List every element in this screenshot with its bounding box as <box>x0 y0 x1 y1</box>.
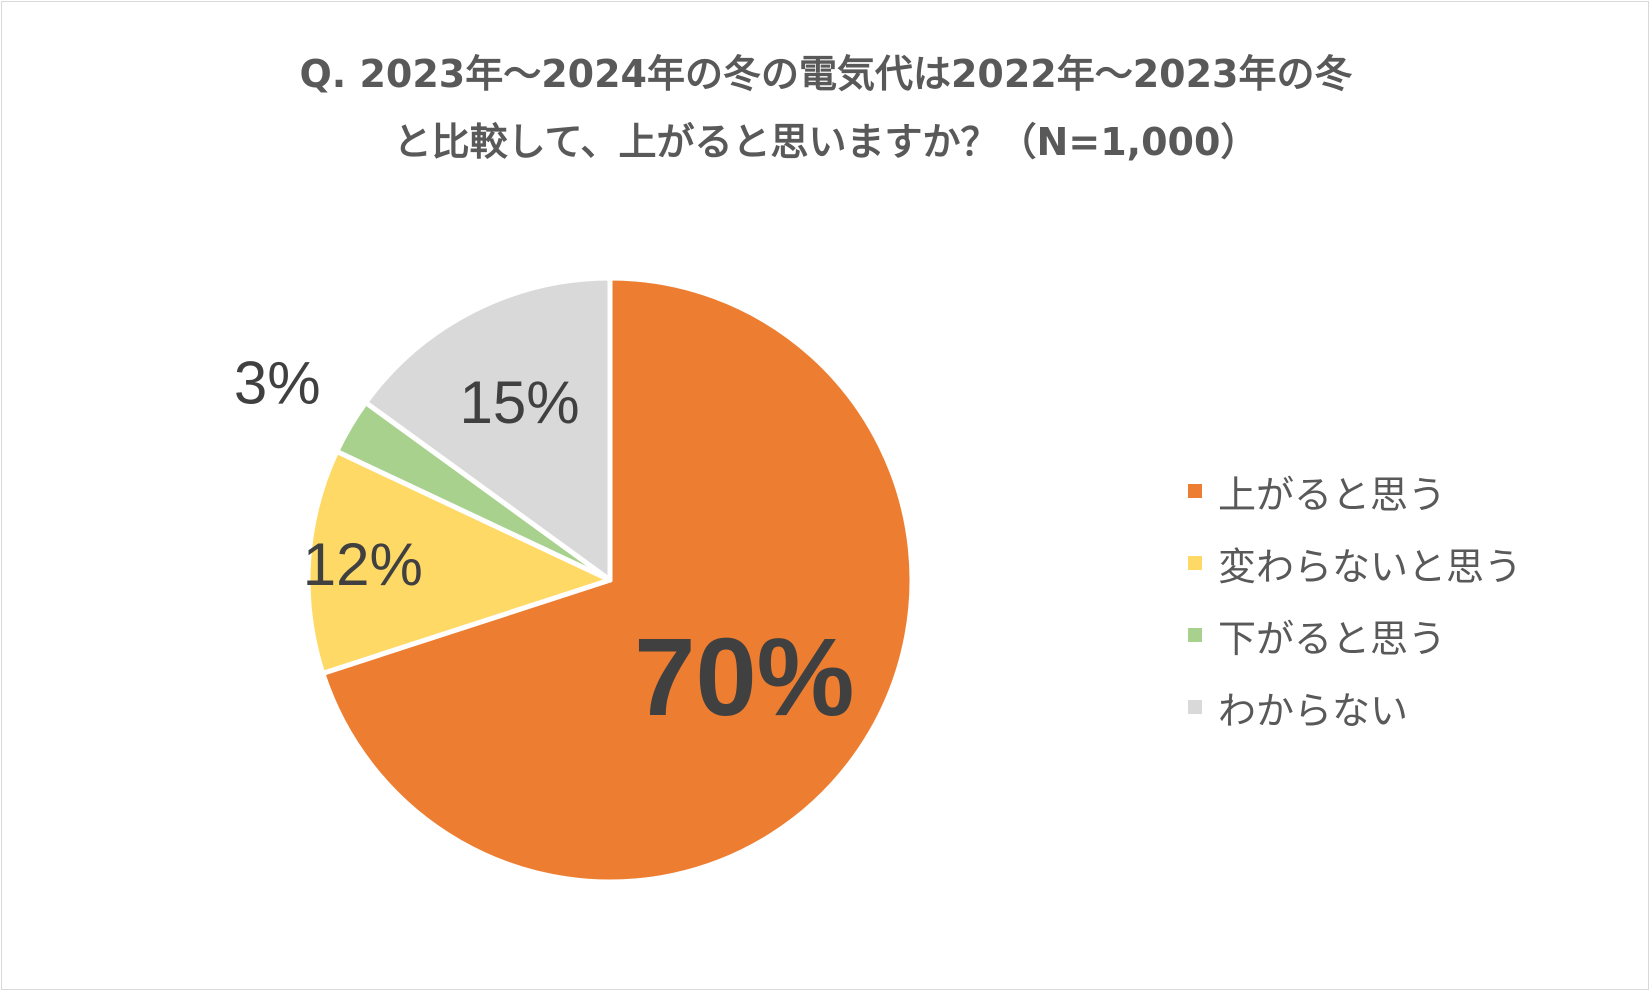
slice-rise <box>320 275 915 885</box>
legend-swatch-same <box>1188 556 1202 570</box>
legend: 上がると思う 変わらないと思う 下がると思う わからない <box>1188 455 1522 743</box>
chart-title: Q. 2023年～2024年の冬の電気代は2022年～2023年の冬 と比較して… <box>0 40 1652 176</box>
slice-unknown <box>363 275 613 583</box>
legend-swatch-fall <box>1188 628 1202 642</box>
legend-label-same: 変わらないと思う <box>1218 544 1523 589</box>
legend-label-fall: 下がると思う <box>1218 616 1447 661</box>
legend-label-rise: 上がると思う <box>1218 472 1447 517</box>
slice-label-unknown: 15% <box>459 369 579 436</box>
slice-same <box>305 448 613 676</box>
legend-item-fall: 下がると思う <box>1188 599 1522 671</box>
legend-item-same: 変わらないと思う <box>1188 527 1522 599</box>
chart-title-line-2: と比較して、上がると思いますか？（N=1,000） <box>393 120 1259 164</box>
legend-item-unknown: わからない <box>1188 671 1522 743</box>
legend-label-unknown: わからない <box>1218 688 1409 733</box>
legend-swatch-rise <box>1188 484 1202 498</box>
slice-label-fall: 3% <box>234 350 321 417</box>
chart-title-line-1: Q. 2023年～2024年の冬の電気代は2022年～2023年の冬 <box>299 52 1353 96</box>
slice-label-rise: 70% <box>634 616 854 739</box>
legend-item-rise: 上がると思う <box>1188 455 1522 527</box>
slice-label-same: 12% <box>303 531 423 598</box>
legend-swatch-unknown <box>1188 700 1202 714</box>
